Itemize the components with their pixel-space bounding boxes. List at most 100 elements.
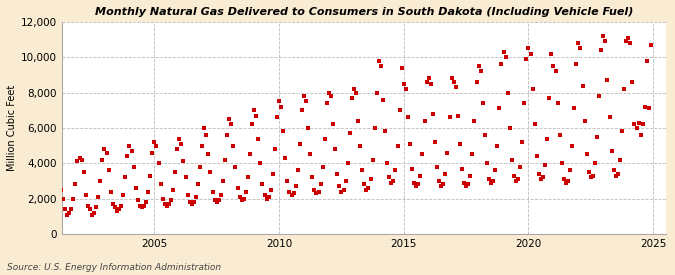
Point (82, 204, 93, 208)
Point (379, 129, 390, 134)
Point (124, 143, 135, 148)
Point (417, 152, 428, 157)
Point (215, 193, 226, 197)
Point (641, 59, 652, 63)
Point (535, 177, 546, 182)
Point (105, 189, 116, 194)
Point (373, 59, 384, 63)
Point (282, 179, 293, 183)
Point (565, 168, 576, 172)
Point (213, 198, 224, 203)
Point (86, 212, 97, 217)
Point (450, 85, 461, 89)
Point (610, 174, 621, 178)
Point (103, 168, 114, 172)
Point (533, 172, 544, 176)
Point (400, 87, 411, 91)
Point (411, 184, 422, 188)
Point (367, 158, 378, 162)
Point (350, 90, 361, 95)
Point (623, 35, 634, 40)
Point (456, 166, 467, 171)
Point (197, 143, 208, 148)
Point (72, 159, 83, 164)
Point (600, 39, 611, 43)
Point (604, 115, 615, 120)
Point (147, 150, 158, 155)
Point (635, 133, 646, 137)
Point (359, 182, 370, 187)
Point (540, 163, 551, 167)
Point (552, 101, 563, 105)
Point (169, 170, 180, 174)
Point (109, 205, 120, 210)
Point (348, 87, 359, 91)
Point (240, 189, 251, 194)
Point (242, 175, 253, 180)
Point (228, 143, 239, 148)
Point (84, 207, 95, 211)
Point (259, 193, 270, 197)
Point (288, 191, 299, 196)
Point (138, 204, 149, 208)
Point (562, 179, 573, 183)
Point (631, 126, 642, 130)
Point (448, 80, 459, 84)
Point (409, 180, 420, 185)
Point (496, 62, 507, 67)
Point (296, 108, 307, 112)
Point (172, 147, 183, 151)
Point (128, 165, 139, 169)
Point (74, 156, 85, 160)
Point (619, 87, 630, 91)
Point (219, 158, 230, 162)
Point (188, 200, 199, 204)
Point (363, 186, 374, 190)
Point (53, 165, 64, 169)
Point (554, 133, 565, 137)
Point (492, 143, 503, 148)
Point (440, 172, 451, 176)
Point (388, 179, 399, 183)
Point (230, 165, 241, 169)
Point (236, 198, 247, 203)
Point (575, 46, 586, 51)
Point (278, 129, 289, 134)
Point (155, 182, 166, 187)
Point (644, 106, 655, 111)
Point (59, 207, 70, 211)
Point (488, 179, 499, 183)
Point (321, 101, 332, 105)
Point (205, 170, 216, 174)
Point (617, 129, 628, 134)
Point (398, 82, 409, 86)
Point (415, 174, 426, 178)
Point (475, 69, 486, 74)
Point (519, 101, 530, 105)
Point (531, 154, 542, 158)
Point (115, 204, 126, 208)
Point (602, 78, 613, 82)
Text: Source: U.S. Energy Information Administration: Source: U.S. Energy Information Administ… (7, 263, 221, 272)
Point (452, 113, 463, 118)
Point (513, 177, 524, 182)
Point (585, 175, 596, 180)
Point (392, 143, 403, 148)
Point (246, 122, 257, 127)
Point (93, 195, 104, 199)
Point (263, 195, 274, 199)
Point (413, 182, 424, 187)
Point (70, 182, 81, 187)
Point (486, 180, 497, 185)
Point (178, 159, 189, 164)
Point (627, 80, 638, 84)
Point (111, 209, 122, 213)
Point (261, 196, 272, 201)
Point (159, 202, 170, 206)
Point (579, 119, 590, 123)
Point (508, 174, 519, 178)
Point (244, 152, 255, 157)
Point (151, 143, 162, 148)
Point (558, 177, 569, 182)
Point (384, 175, 395, 180)
